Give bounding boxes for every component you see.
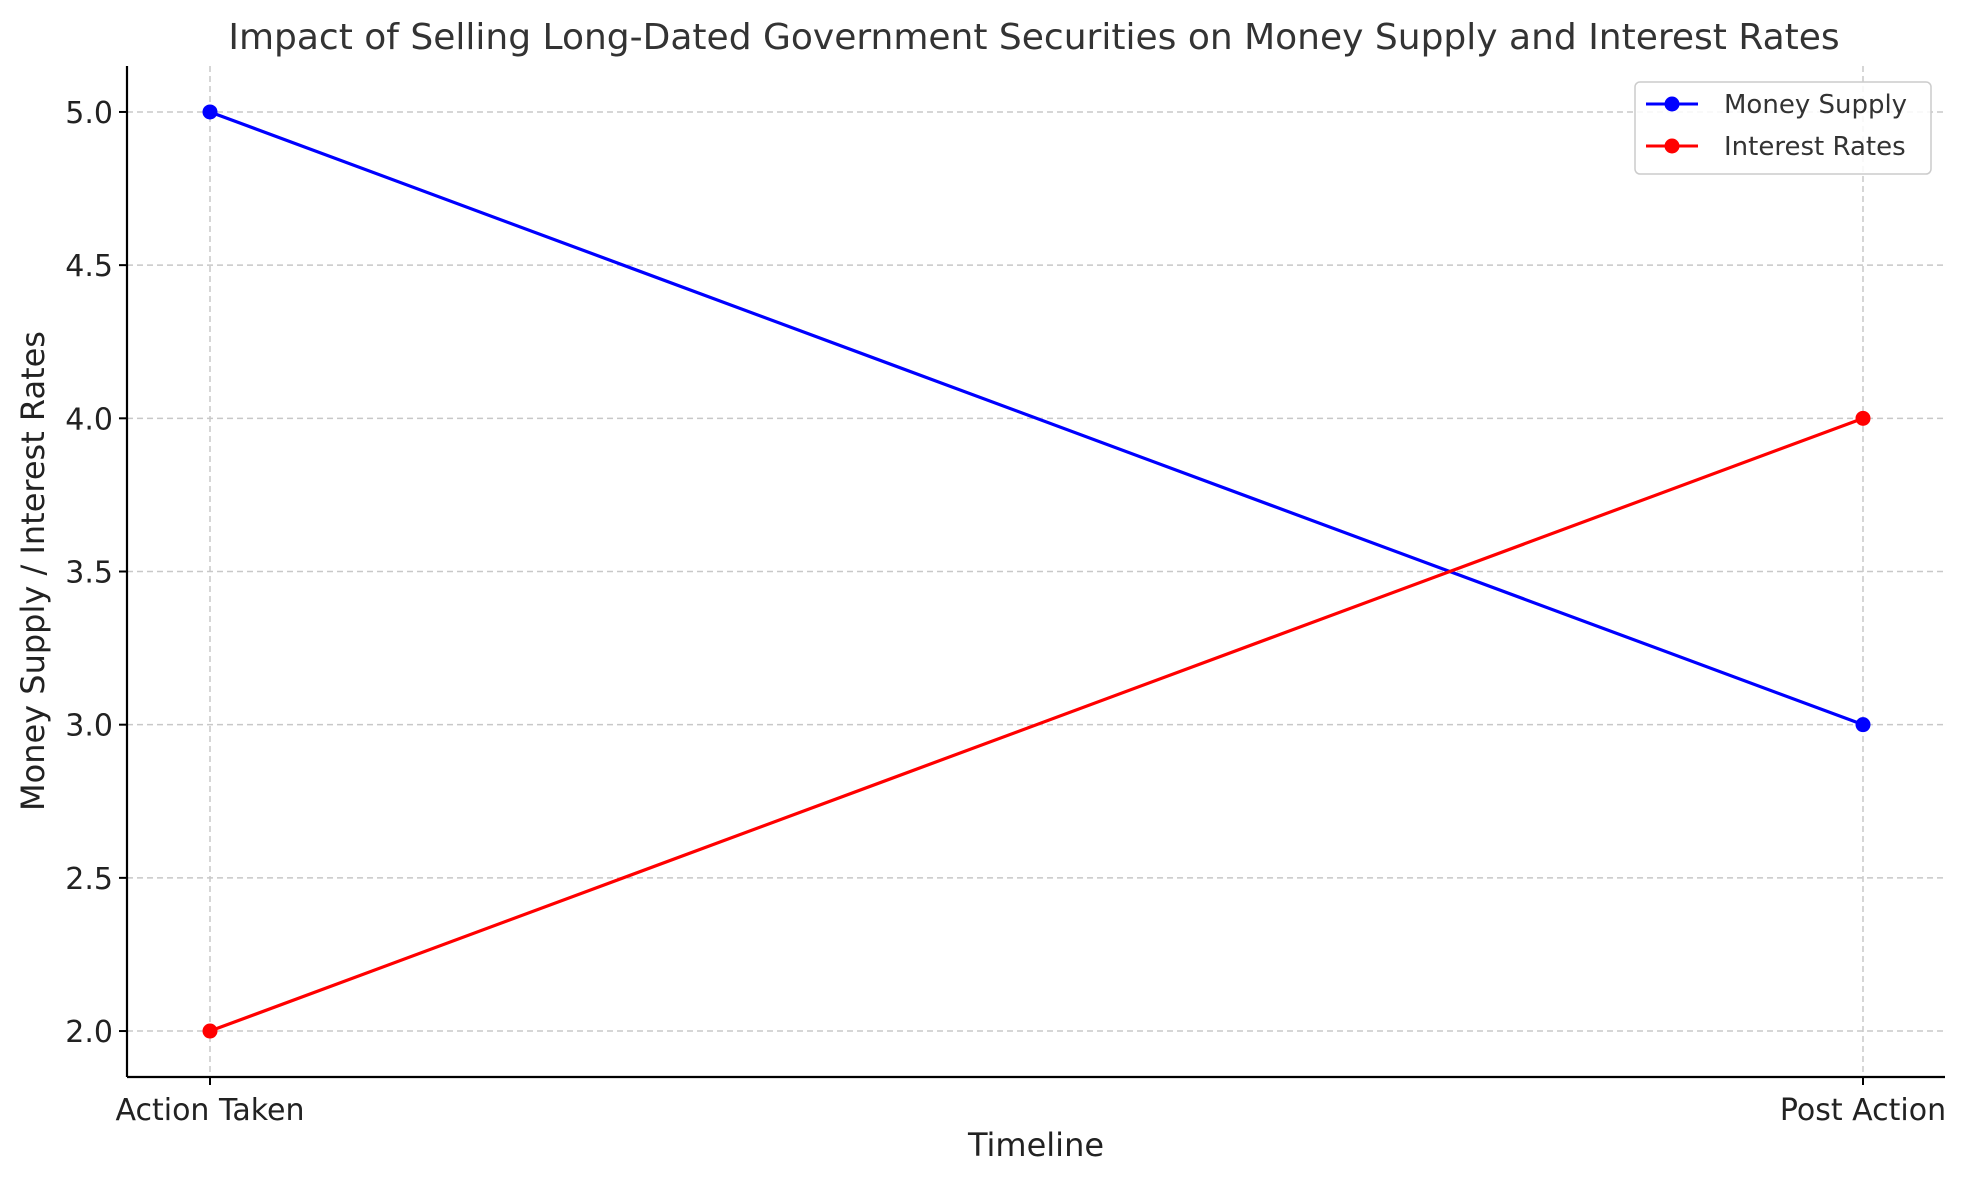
x-axis-label: Timeline — [967, 1126, 1104, 1164]
y-tick-label: 2.0 — [65, 1015, 113, 1050]
y-axis-label: Money Supply / Interest Rates — [14, 331, 52, 811]
series-layer — [202, 104, 1871, 1039]
legend-marker-money-supply — [1664, 96, 1680, 112]
data-point-money-supply — [1855, 717, 1871, 733]
legend-label-interest-rates: Interest Rates — [1724, 132, 1906, 162]
y-tick-label: 4.0 — [65, 402, 113, 437]
x-tick-label: Action Taken — [115, 1093, 304, 1128]
y-tick-label: 3.5 — [65, 556, 113, 591]
legend-box — [1634, 81, 1932, 175]
y-tick-label: 5.0 — [65, 96, 113, 131]
data-point-interest-rates — [202, 1023, 218, 1039]
chart-title: Impact of Selling Long-Dated Government … — [228, 17, 1839, 58]
series-line-money-supply — [208, 110, 1865, 727]
y-tick-label: 4.5 — [65, 249, 113, 284]
grid — [127, 66, 1945, 1077]
tick-labels: 2.0 2.5 3.0 3.5 4.0 4.5 5.0 Action Taken Post Ac… — [65, 96, 1946, 1128]
data-point-interest-rates — [1855, 410, 1871, 426]
y-tick-label: 3.0 — [65, 709, 113, 744]
legend: Money Supply Interest Rates — [1634, 81, 1932, 175]
series-line-interest-rates — [208, 416, 1865, 1033]
x-tick-label: Post Action — [1780, 1093, 1946, 1128]
data-point-money-supply — [202, 104, 218, 120]
y-tick-label: 2.5 — [65, 862, 113, 897]
legend-label-money-supply: Money Supply — [1724, 90, 1907, 120]
legend-marker-interest-rates — [1664, 138, 1680, 154]
